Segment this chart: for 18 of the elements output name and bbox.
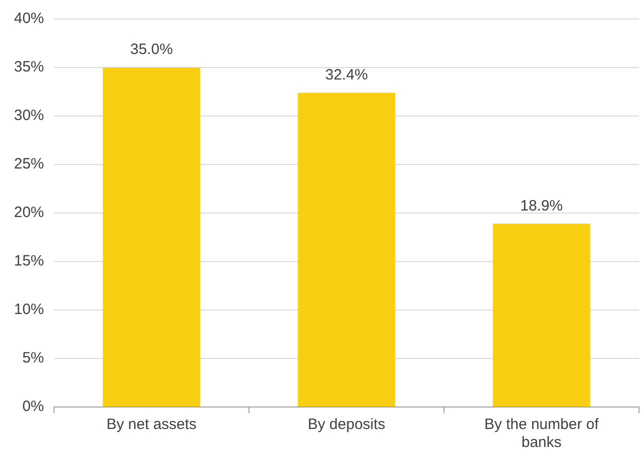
bar bbox=[102, 68, 200, 406]
y-tick-label: 30% bbox=[14, 107, 44, 124]
x-tick-label: By deposits bbox=[308, 416, 386, 434]
y-tick-label: 35% bbox=[14, 58, 44, 76]
y-tick-label: 15% bbox=[14, 252, 44, 270]
y-tick-label: 40% bbox=[14, 10, 44, 28]
x-tick-label: By the number of banks bbox=[484, 416, 600, 452]
bar bbox=[492, 224, 590, 406]
y-tick-label: 5% bbox=[22, 350, 44, 367]
data-label: 35.0% bbox=[130, 41, 173, 58]
data-label: 18.9% bbox=[520, 197, 563, 214]
y-tick-label: 0% bbox=[22, 398, 44, 416]
y-tick-label: 20% bbox=[14, 204, 44, 222]
x-tick-label: By net assets bbox=[106, 416, 197, 434]
data-label: 32.4% bbox=[325, 66, 368, 84]
bar bbox=[298, 92, 396, 406]
y-tick-label: 25% bbox=[14, 156, 44, 173]
y-tick-label: 10% bbox=[14, 301, 44, 318]
